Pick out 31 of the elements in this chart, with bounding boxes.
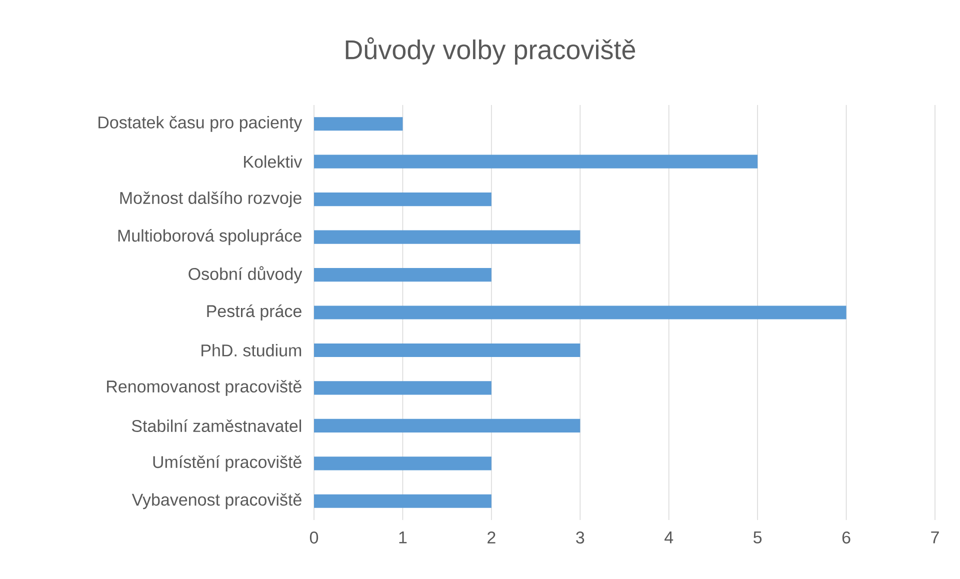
bar xyxy=(314,343,580,358)
y-tick-label: Kolektiv xyxy=(244,155,302,168)
y-tick-label: Multioborová spolupráce xyxy=(118,229,302,246)
y-tick-label: Renomovanost pracoviště xyxy=(107,380,302,396)
y-tick-label: Umístění pracoviště xyxy=(153,455,302,472)
bar xyxy=(314,306,846,320)
bar xyxy=(314,154,758,168)
bar xyxy=(314,230,580,244)
chart-title: Důvody volby pracoviště xyxy=(346,37,636,65)
bar xyxy=(314,268,492,282)
bar xyxy=(314,456,492,470)
bar xyxy=(314,494,492,508)
x-tick-label: 4 xyxy=(664,532,674,544)
bar xyxy=(314,381,492,395)
bar xyxy=(314,418,580,432)
y-tick-label: Vybavenost pracoviště xyxy=(132,493,302,510)
x-tick-label: 0 xyxy=(310,532,318,544)
bar xyxy=(314,117,403,131)
y-tick-label: Stabilní zaměstnavatel xyxy=(132,419,302,432)
y-tick-label: Pestrá práce xyxy=(207,304,302,321)
y-tick-label: Osobní důvody xyxy=(188,266,302,284)
y-tick-label: PhD. studium xyxy=(202,344,302,356)
x-tick-label: 3 xyxy=(576,532,584,544)
x-tick-label: 7 xyxy=(931,532,939,544)
y-tick-label: Dostatek času pro pacienty xyxy=(98,116,302,132)
x-tick-label: 5 xyxy=(754,532,762,544)
y-tick-label: Možnost dalšího rozvoje xyxy=(120,191,302,208)
bar xyxy=(314,192,492,206)
x-tick-label: 2 xyxy=(488,532,496,544)
x-tick-label: 1 xyxy=(399,532,407,544)
x-tick-label: 6 xyxy=(842,532,850,544)
